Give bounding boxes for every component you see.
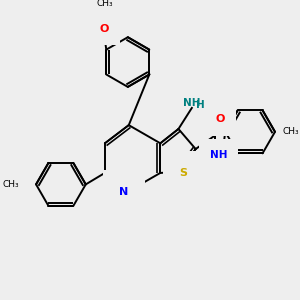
Text: CH₃: CH₃ xyxy=(283,127,299,136)
Text: O: O xyxy=(100,24,109,34)
Text: CH₃: CH₃ xyxy=(96,0,113,8)
Text: H: H xyxy=(196,100,205,110)
Text: N: N xyxy=(119,187,129,197)
Text: CH₃: CH₃ xyxy=(2,180,19,189)
Text: O: O xyxy=(216,114,225,124)
Text: NH: NH xyxy=(210,150,227,160)
Text: NH: NH xyxy=(183,98,201,108)
Text: S: S xyxy=(179,168,187,178)
